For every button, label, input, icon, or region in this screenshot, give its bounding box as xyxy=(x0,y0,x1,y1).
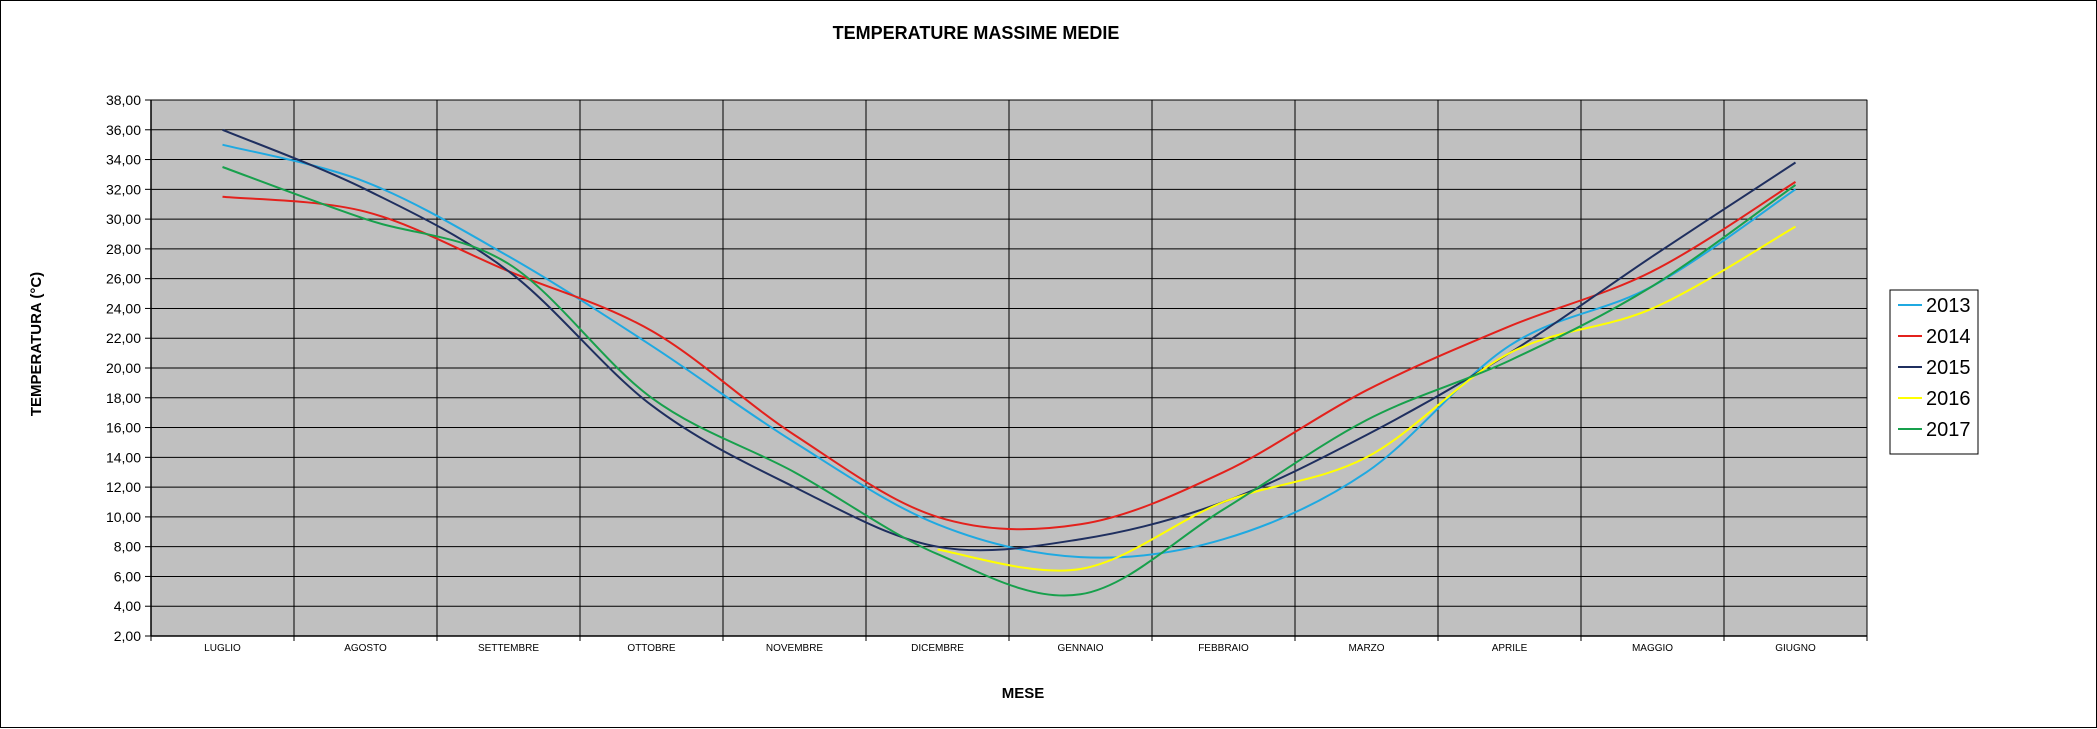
y-tick-label: 34,00 xyxy=(106,152,141,168)
y-axis-title: TEMPERATURA (°C) xyxy=(28,272,45,416)
y-tick-label: 4,00 xyxy=(114,598,141,614)
y-tick-label: 10,00 xyxy=(106,509,141,525)
series-line-2015 xyxy=(222,128,1797,552)
y-tick-label: 26,00 xyxy=(106,271,141,287)
y-tick-label: 22,00 xyxy=(106,330,141,346)
y-tick-label: 20,00 xyxy=(106,360,141,376)
y-tick-label: 18,00 xyxy=(106,390,141,406)
legend-label-2016: 2016 xyxy=(1926,388,1971,410)
vertical-gridlines xyxy=(150,100,1868,641)
x-tick-label: SETTEMBRE xyxy=(478,643,539,654)
y-tick-label: 8,00 xyxy=(114,539,141,555)
y-tick-label: 24,00 xyxy=(106,300,141,316)
legend-box xyxy=(1889,289,1979,455)
x-tick-label: OTTOBRE xyxy=(627,643,675,654)
series-line-2014 xyxy=(222,181,1797,531)
x-tick-label: GIUGNO xyxy=(1775,643,1816,654)
x-tick-label: FEBBRAIO xyxy=(1198,643,1249,654)
y-tick-label: 6,00 xyxy=(114,568,141,584)
x-axis-title: MESE xyxy=(1002,685,1045,702)
x-tick-label: DICEMBRE xyxy=(911,643,964,654)
y-tick-label: 14,00 xyxy=(106,449,141,465)
x-tick-label: GENNAIO xyxy=(1057,643,1103,654)
x-tick-label: AGOSTO xyxy=(344,643,387,654)
x-tick-label: NOVEMBRE xyxy=(766,643,824,654)
y-tick-label: 38,00 xyxy=(106,92,141,108)
y-tick-label: 12,00 xyxy=(106,479,141,495)
legend-label-2013: 2013 xyxy=(1926,295,1971,317)
legend-label-2017: 2017 xyxy=(1926,419,1971,441)
y-tick-label: 28,00 xyxy=(106,241,141,257)
y-tick-label: 16,00 xyxy=(106,420,141,436)
x-tick-label: LUGLIO xyxy=(204,643,241,654)
y-tick-label: 32,00 xyxy=(106,181,141,197)
series-line-2016 xyxy=(937,225,1796,572)
series-lines xyxy=(222,128,1797,597)
y-axis-ticks: 2,00 4,00 6,00 8,00 10,00 12,00 14,00 16,00 18,0… xyxy=(106,92,151,644)
series-line-2017 xyxy=(222,166,1797,597)
chart-title: TEMPERATURE MASSIME MEDIE xyxy=(833,23,1120,43)
legend: 2013 2014 2015 2016 2017 xyxy=(1889,289,1979,455)
y-tick-label: 30,00 xyxy=(106,211,141,227)
legend-label-2014: 2014 xyxy=(1926,326,1971,348)
x-tick-label: MAGGIO xyxy=(1632,643,1673,654)
x-axis-ticks: LUGLIO AGOSTO SETTEMBRE OTTOBRE NOVEMBRE DICE… xyxy=(150,100,1867,654)
y-tick-label: 2,00 xyxy=(114,628,141,644)
x-tick-label: APRILE xyxy=(1492,643,1528,654)
x-tick-label: MARZO xyxy=(1348,643,1384,654)
y-tick-label: 36,00 xyxy=(106,122,141,138)
legend-label-2015: 2015 xyxy=(1926,357,1971,379)
